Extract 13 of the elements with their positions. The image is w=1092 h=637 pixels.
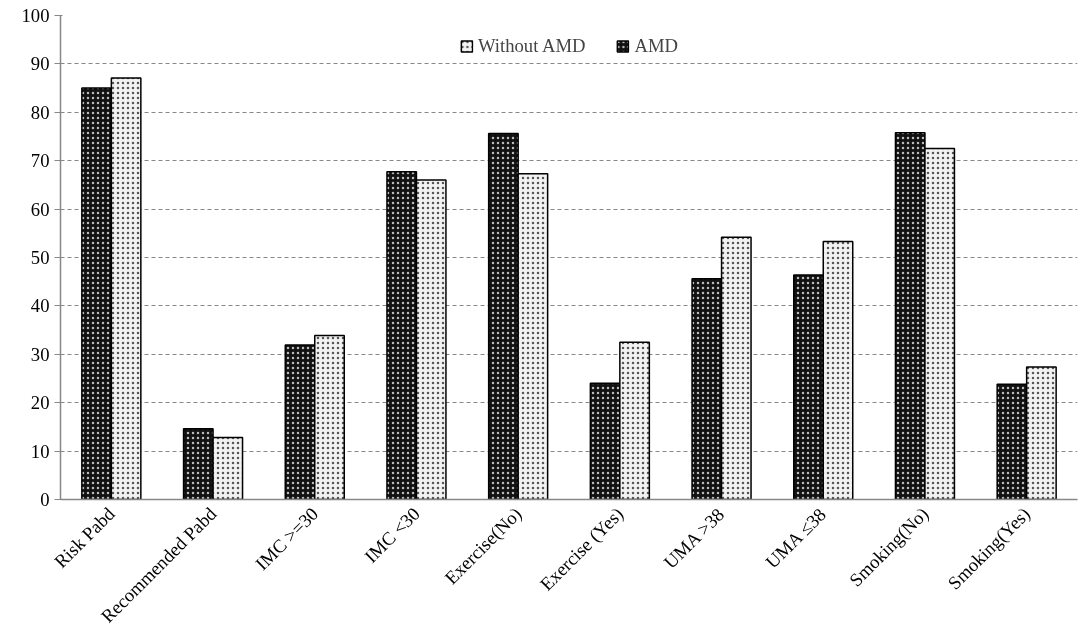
y-tick-label: 30 (30, 343, 50, 365)
y-tick-label: 70 (30, 150, 50, 172)
y-tick-label: 20 (30, 392, 50, 414)
y-tick-label: 80 (30, 101, 50, 123)
y-tick-label: 50 (30, 247, 50, 268)
y-tick-label: 100 (21, 5, 50, 26)
legend-label: AMD (634, 35, 679, 57)
y-tick-label: 90 (30, 53, 50, 75)
y-tick-label: 0 (40, 489, 50, 510)
y-tick-label: 40 (30, 295, 50, 317)
y-tick-label: 10 (30, 440, 50, 462)
y-tick-label: 60 (30, 198, 50, 220)
legend-label: Without AMD (477, 35, 586, 57)
